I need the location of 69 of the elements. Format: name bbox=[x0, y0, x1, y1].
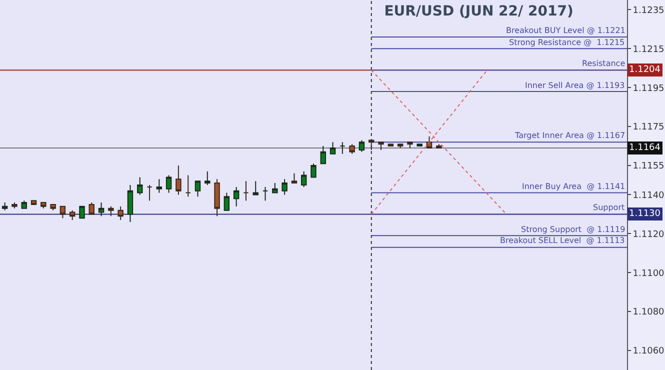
candlestick bbox=[368, 140, 374, 150]
candlestick bbox=[69, 210, 76, 221]
ref-line-label: Target Inner Area @ 1.1167 bbox=[514, 131, 626, 140]
candlestick bbox=[127, 184, 134, 222]
ref-line-label: Strong Resistance @ 1.1215 bbox=[509, 38, 625, 47]
candlestick bbox=[378, 142, 384, 150]
candlestick bbox=[50, 204, 56, 211]
candlestick bbox=[224, 192, 230, 211]
candlestick bbox=[310, 163, 316, 178]
ref-line-label: Breakout BUY Level @ 1.1221 bbox=[506, 26, 626, 35]
candlestick bbox=[194, 180, 201, 198]
candlestick bbox=[291, 172, 298, 184]
y-tick-label: 1.1060 bbox=[632, 346, 665, 357]
y-tick-label: 1.1140 bbox=[632, 190, 665, 201]
candlestick bbox=[204, 170, 210, 186]
candlestick bbox=[320, 146, 326, 164]
candlestick bbox=[214, 178, 220, 217]
ref-line-label: 1.1204 bbox=[629, 65, 661, 75]
candlestick bbox=[166, 174, 172, 194]
candlestick bbox=[185, 174, 191, 198]
ref-line-label: 1.1164 bbox=[629, 143, 661, 153]
candlestick bbox=[262, 186, 268, 202]
chart-title: EUR/USD (JUN 22/ 2017) bbox=[384, 3, 574, 20]
candlestick bbox=[416, 144, 422, 147]
candlestick bbox=[388, 144, 394, 147]
y-tick-label: 1.1080 bbox=[632, 308, 665, 318]
candlestick bbox=[426, 136, 432, 148]
candlestick bbox=[252, 180, 258, 196]
candlestick bbox=[349, 144, 355, 154]
candlestick bbox=[233, 186, 240, 207]
ref-line-label: Resistance bbox=[582, 59, 626, 68]
y-tick-label: 1.1175 bbox=[632, 122, 664, 133]
y-tick-label: 1.1215 bbox=[632, 44, 664, 55]
y-tick-label: 1.1120 bbox=[632, 230, 665, 240]
candlestick bbox=[358, 140, 365, 152]
ref-line-label: Support bbox=[593, 203, 625, 212]
candlestick bbox=[137, 176, 143, 196]
candlestick bbox=[108, 206, 114, 217]
candlestick bbox=[300, 170, 307, 188]
candlestick bbox=[12, 202, 18, 209]
candlestick bbox=[243, 180, 249, 202]
candlestick bbox=[21, 200, 27, 209]
candlestick bbox=[118, 206, 124, 221]
y-tick-label: 1.1100 bbox=[632, 268, 665, 279]
y-tick-label: 1.1235 bbox=[632, 6, 664, 16]
candlestick bbox=[30, 200, 37, 205]
candlestick bbox=[156, 178, 162, 194]
ref-line-label: Breakout SELL Level @ 1.1113 bbox=[500, 236, 625, 245]
candlestick bbox=[282, 178, 288, 196]
candlestick bbox=[272, 182, 278, 194]
candlestick bbox=[407, 142, 413, 148]
candlestick bbox=[340, 142, 346, 154]
y-tick-label: 1.1195 bbox=[632, 84, 664, 94]
candlestick bbox=[60, 206, 66, 219]
candlestick bbox=[146, 184, 152, 202]
candlestick bbox=[79, 206, 85, 219]
candlestick bbox=[88, 202, 94, 215]
ref-line-label: Inner Buy Area @ 1.1141 bbox=[522, 182, 626, 191]
candlestick bbox=[436, 144, 442, 148]
candlestick bbox=[397, 144, 404, 148]
candlestick bbox=[40, 202, 46, 209]
candlestick bbox=[330, 142, 336, 154]
candlestick bbox=[98, 202, 104, 217]
ref-line-label: Inner Sell Area @ 1.1193 bbox=[525, 81, 625, 90]
candlestick bbox=[2, 202, 8, 211]
ref-line-label: Strong Support @ 1.1119 bbox=[521, 225, 626, 234]
y-tick-label: 1.1155 bbox=[632, 162, 664, 172]
ref-line-label: 1.1130 bbox=[629, 209, 661, 219]
candlestick bbox=[176, 165, 182, 196]
